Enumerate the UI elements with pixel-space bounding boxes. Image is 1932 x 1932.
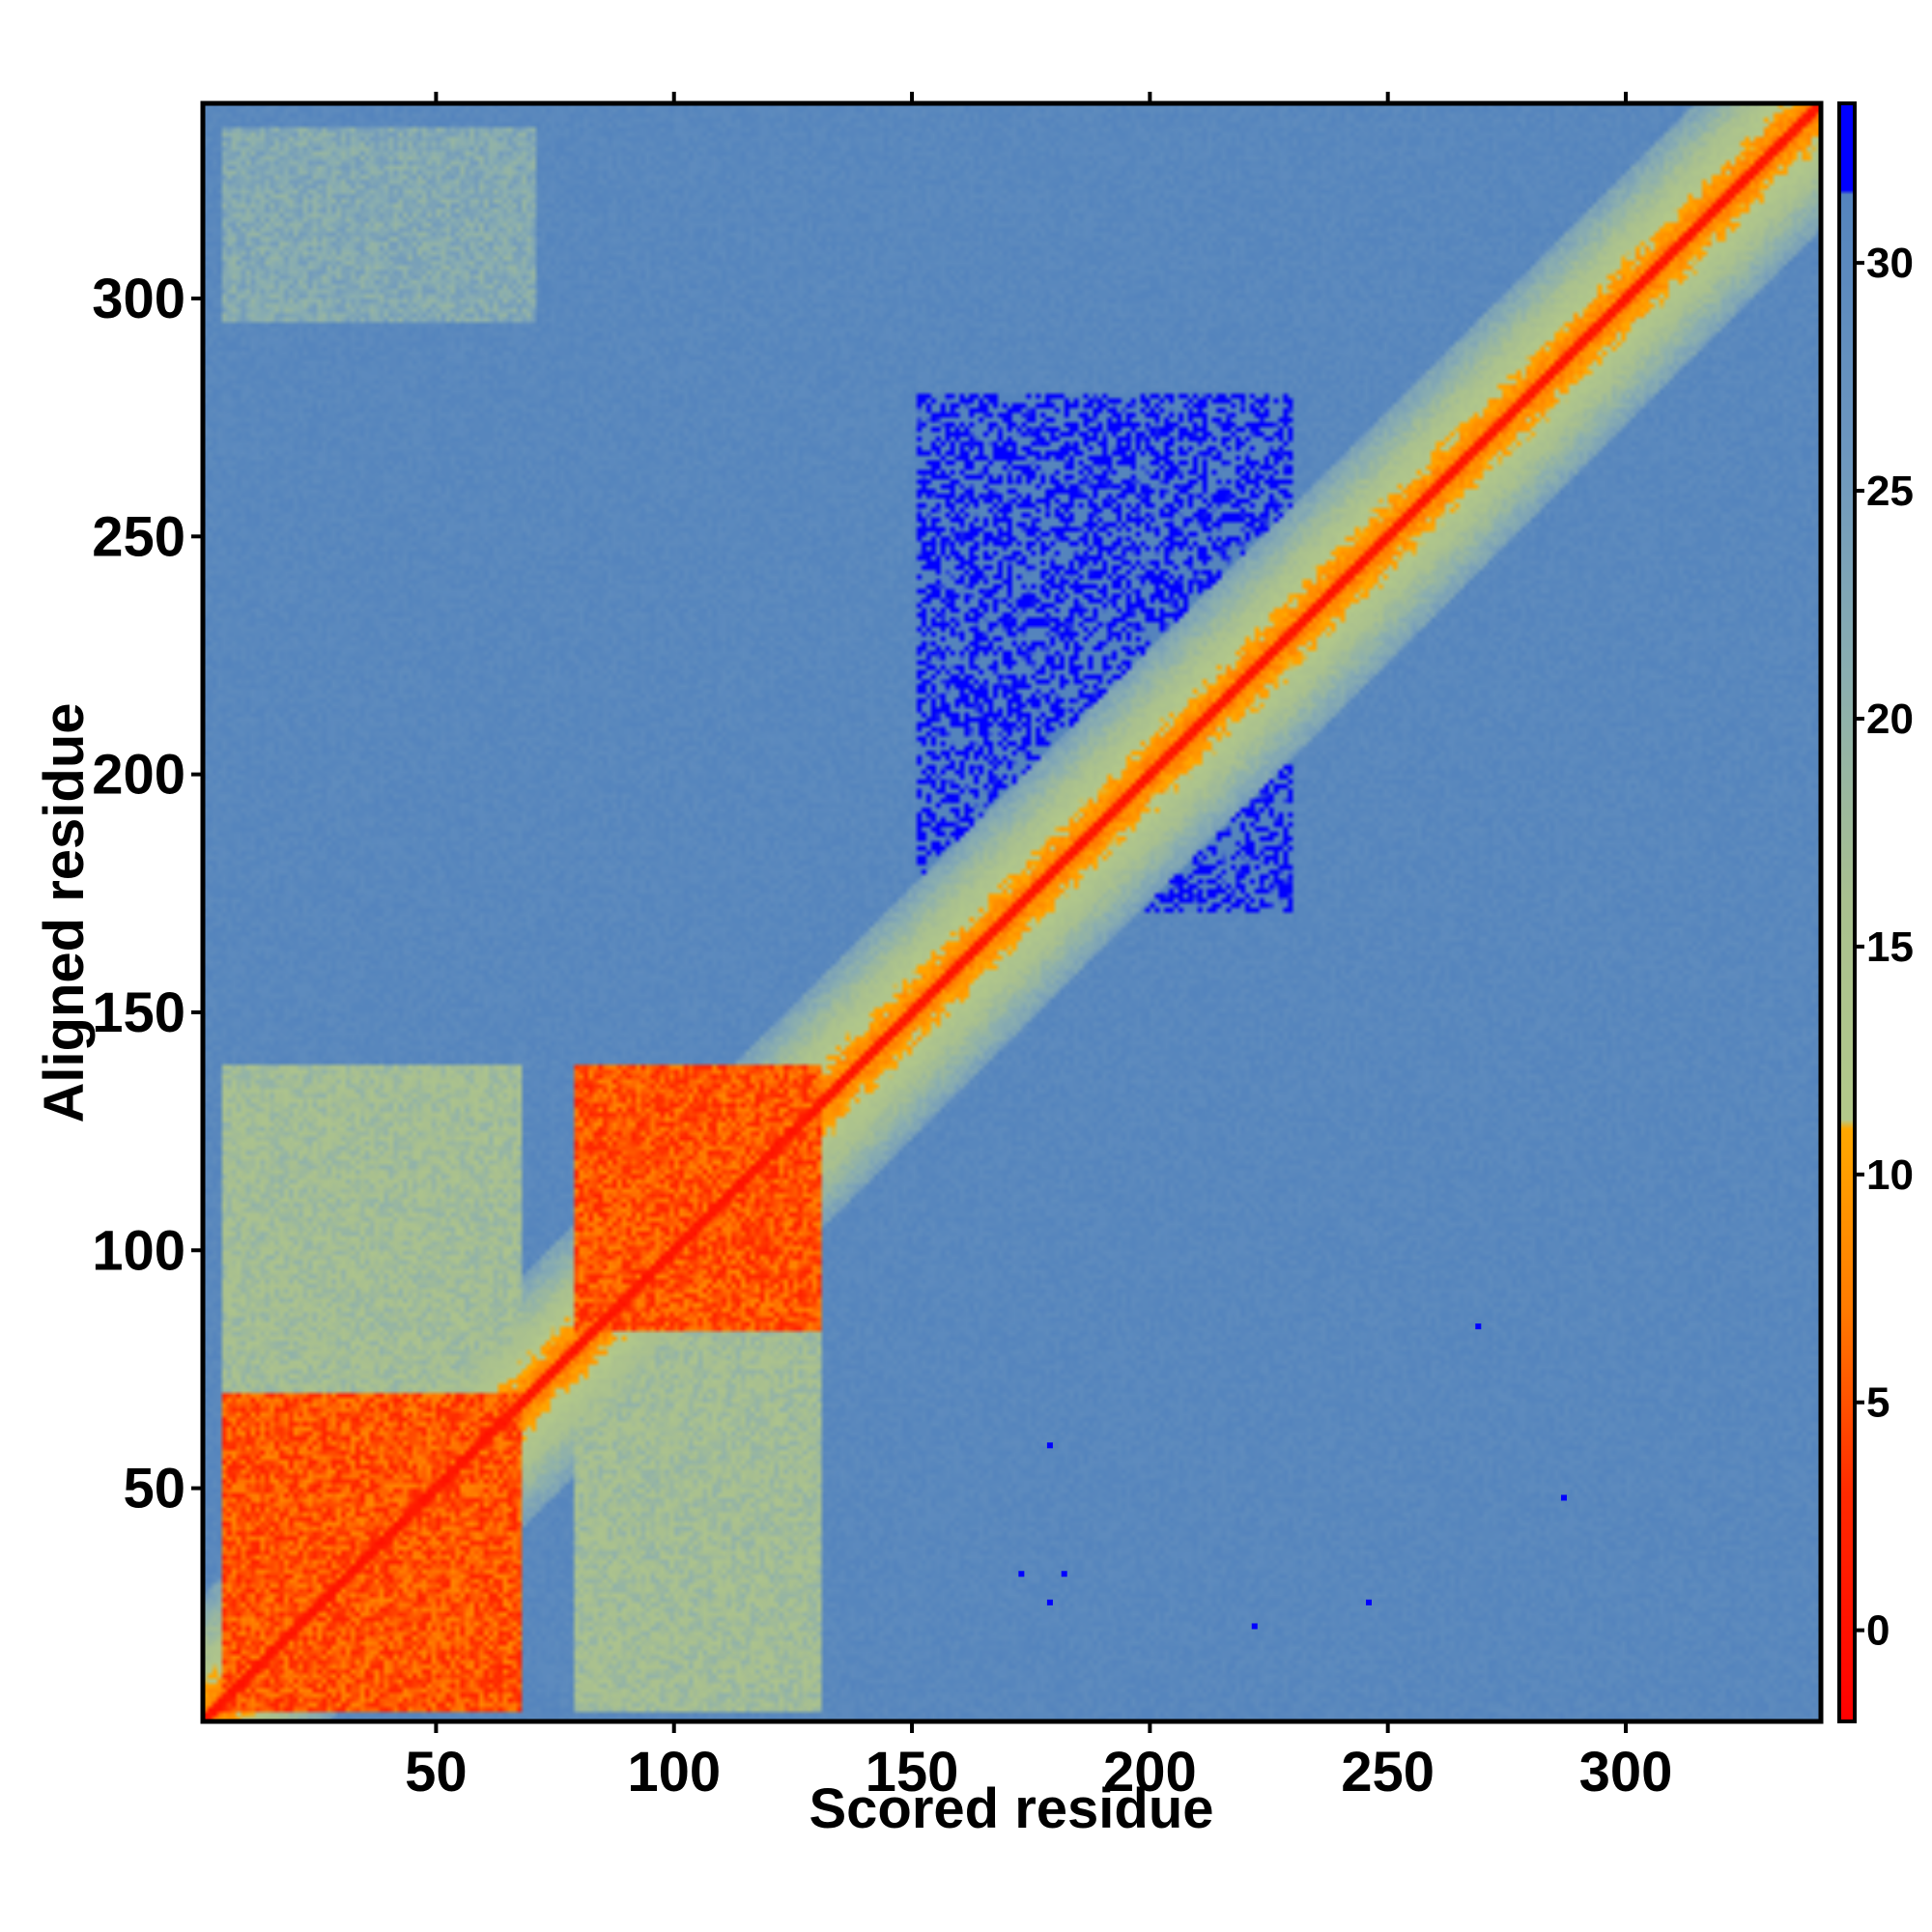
colorbar-tick-label: 5 <box>1866 1379 1889 1427</box>
outlier-point-0 <box>1046 1442 1053 1449</box>
heatmap-image <box>203 103 1821 1721</box>
colorbar: 0 5 10 15 20 25 30 <box>1837 101 1914 1723</box>
outlier-point-6 <box>1475 1323 1482 1330</box>
plot-frame <box>200 100 1824 1724</box>
outlier-point-4 <box>1251 1623 1258 1630</box>
y-axis-label: Aligned residue <box>33 702 96 1122</box>
colorbar-tick-label: 20 <box>1866 696 1914 743</box>
x-tick-label: 250 <box>1341 1741 1435 1804</box>
x-tick-label: 150 <box>866 1741 959 1804</box>
outlier-point-5 <box>1365 1599 1372 1605</box>
x-tick-label: 200 <box>1103 1741 1197 1804</box>
outlier-point-2 <box>1061 1571 1067 1577</box>
outlier-point-3 <box>1046 1599 1053 1605</box>
y-tick-label: 150 <box>92 981 185 1044</box>
x-tick-label: 300 <box>1579 1741 1673 1804</box>
outlier-point-1 <box>1018 1571 1025 1577</box>
colorbar-tick-label: 10 <box>1866 1151 1914 1199</box>
colorbar-tick-label: 0 <box>1866 1607 1889 1655</box>
x-tick-label: 100 <box>627 1741 721 1804</box>
x-tick-label: 50 <box>405 1741 468 1804</box>
y-tick-label: 50 <box>123 1458 185 1520</box>
colorbar-tick-label: 15 <box>1866 923 1914 971</box>
y-axis-ticks: 50 100 150 200 250 300 <box>92 268 203 1520</box>
x-axis-ticks: 50 100 150 200 250 300 <box>405 92 1672 1804</box>
y-tick-label: 100 <box>92 1219 185 1282</box>
x-axis-label: Scored residue <box>809 1777 1213 1840</box>
outlier-point-7 <box>1560 1494 1567 1501</box>
colorbar-tick-label: 25 <box>1866 468 1914 515</box>
y-tick-label: 300 <box>92 268 185 330</box>
colorbar-tick-label: 30 <box>1866 240 1914 287</box>
outlier-points <box>1018 1323 1567 1630</box>
plot-area <box>200 100 1824 1724</box>
y-tick-label: 200 <box>92 744 185 807</box>
colorbar-gradient <box>1837 101 1857 1723</box>
colorbar-ticks: 0 5 10 15 20 25 30 <box>1855 240 1914 1655</box>
y-tick-label: 250 <box>92 505 185 568</box>
